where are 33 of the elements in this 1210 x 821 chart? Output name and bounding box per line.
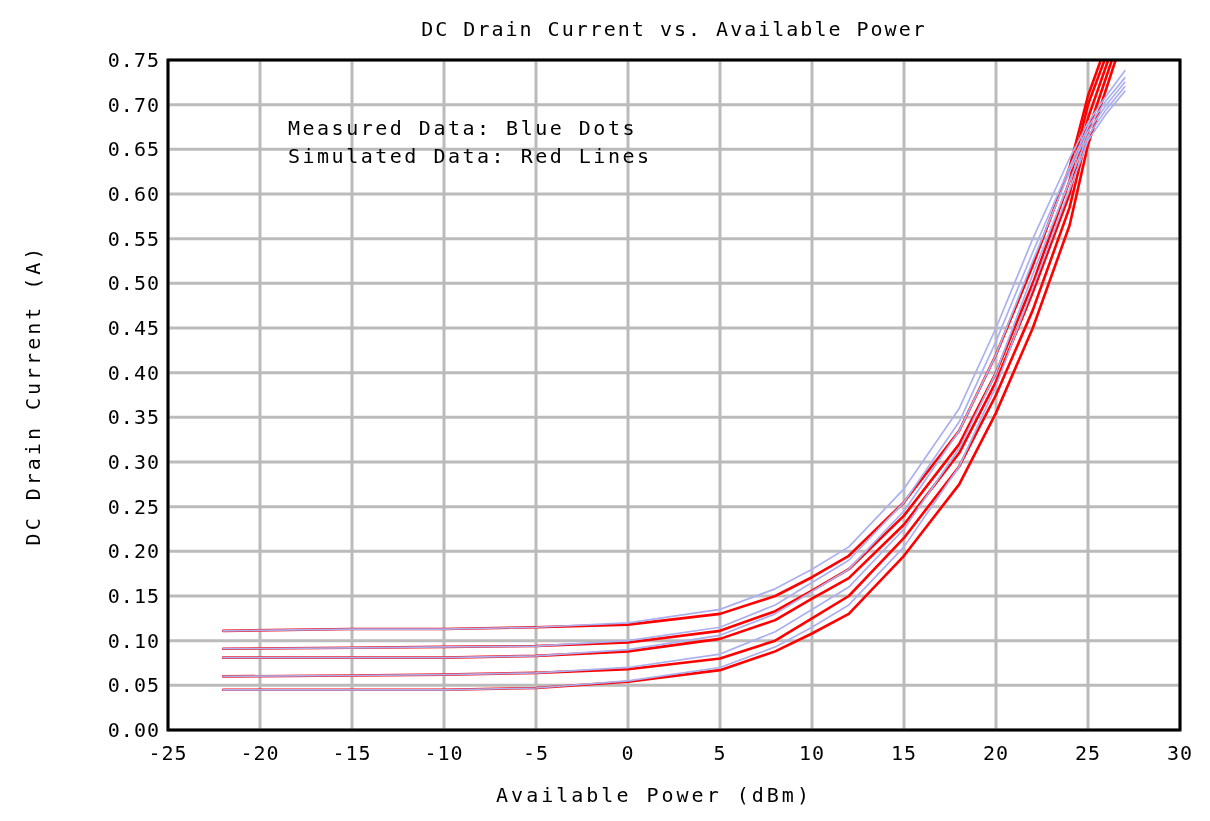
x-tick-label: -25	[148, 741, 188, 765]
x-tick-label: -10	[424, 741, 464, 765]
y-tick-label: 0.20	[107, 539, 160, 564]
annotation: Simulated Data: Red Lines	[288, 144, 652, 168]
y-tick-label: 0.50	[107, 271, 160, 296]
y-tick-label: 0.05	[107, 673, 160, 698]
y-tick-label: 0.55	[107, 226, 160, 251]
y-tick-label: 0.60	[107, 182, 160, 206]
y-tick-label: 0.30	[107, 450, 160, 474]
x-tick-label: 30	[1166, 741, 1194, 765]
x-tick-label: 0	[621, 741, 635, 765]
y-axis-title: DC Drain Current (A)	[21, 244, 45, 546]
x-tick-label: -5	[522, 741, 550, 765]
x-tick-label: 20	[982, 741, 1010, 765]
chart-title: DC Drain Current vs. Available Power	[421, 17, 927, 41]
y-tick-label: 0.70	[107, 92, 160, 117]
y-tick-label: 0.15	[107, 584, 160, 608]
x-tick-label: 5	[713, 741, 727, 765]
x-tick-label: 25	[1074, 741, 1102, 765]
y-tick-label: 0.35	[107, 405, 160, 430]
x-tick-label: 10	[798, 741, 826, 765]
x-axis-title: Available Power (dBm)	[496, 783, 812, 807]
x-tick-label: -20	[240, 741, 280, 765]
y-tick-label: 0.40	[107, 360, 160, 385]
annotation: Measured Data: Blue Dots	[288, 116, 637, 140]
x-tick-label: -15	[332, 741, 372, 765]
y-tick-label: 0.25	[107, 494, 160, 519]
y-tick-label: 0.10	[107, 628, 160, 653]
x-tick-label: 15	[890, 741, 918, 765]
y-tick-label: 0.00	[107, 718, 160, 742]
y-tick-label: 0.75	[107, 48, 160, 72]
y-tick-label: 0.45	[107, 316, 160, 340]
y-tick-label: 0.65	[107, 137, 160, 162]
